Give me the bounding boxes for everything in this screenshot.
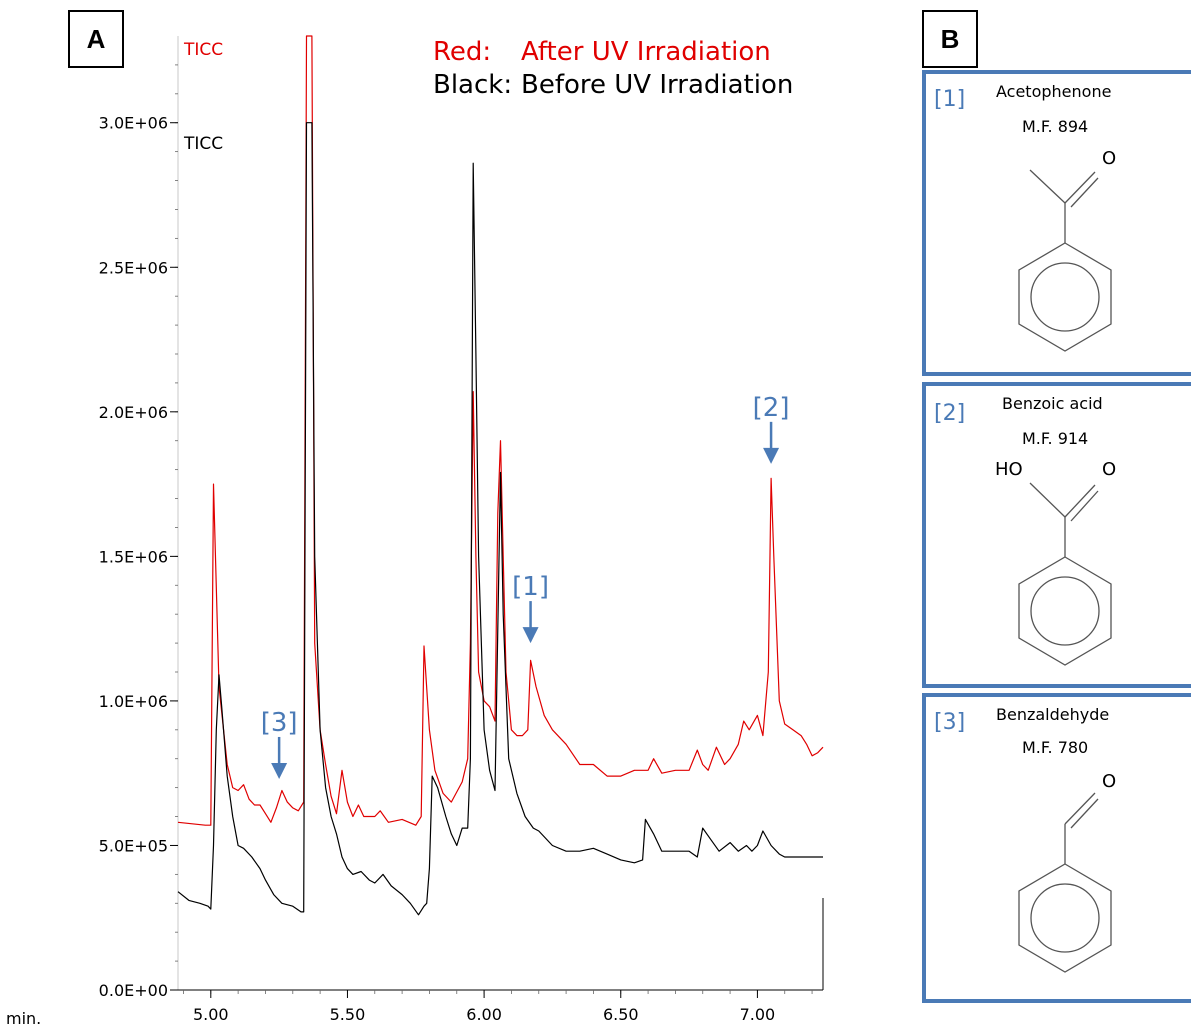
compound-2-name: Benzoic acid [1002, 394, 1103, 413]
annotation-label: [2] [753, 393, 790, 423]
trace-label-black: TICC [184, 134, 224, 154]
compound-card-2 [922, 382, 1191, 688]
compound-3-mf: M.F. 780 [1022, 738, 1089, 757]
benzene-ring [1018, 556, 1112, 666]
legend: Red: After UV Irradiation Black: Before UV… [433, 36, 793, 102]
compound-1-label: [1] [934, 87, 966, 112]
y-tick-label: 5.0E+05 [99, 836, 168, 855]
legend-red-key: Red: [433, 37, 492, 67]
legend-black-text: Before UV Irradiation [521, 70, 794, 100]
legend-red: Red: After UV Irradiation [433, 36, 793, 69]
benzene-ring [1018, 863, 1112, 973]
compound-3-label: [3] [934, 710, 966, 735]
legend-red-text: After UV Irradiation [521, 37, 771, 67]
annotation-arrowhead [763, 447, 780, 464]
compound-1-mf: M.F. 894 [1022, 117, 1089, 136]
aromatic-circle [1030, 262, 1100, 332]
compound-card-1 [922, 70, 1191, 376]
benzaldehyde-structure: O [1018, 771, 1116, 973]
compound-1-name: Acetophenone [996, 82, 1112, 101]
benzene-ring [1018, 242, 1112, 352]
y-tick-label: 1.0E+06 [99, 692, 168, 711]
benzoic-acid-structure: HO O [995, 459, 1116, 666]
hydroxyl-group: HO [995, 459, 1023, 480]
panel-b-label: B [922, 10, 978, 68]
legend-black-key: Black: [433, 70, 513, 100]
compound-2-label: [2] [934, 401, 966, 426]
x-tick-label: 7.00 [740, 1005, 776, 1024]
x-tick-label: 6.50 [603, 1005, 639, 1024]
annotation-arrowhead [271, 762, 288, 779]
aromatic-circle [1030, 883, 1100, 953]
y-tick-label: 1.5E+06 [99, 547, 168, 566]
x-tick-label: 5.50 [330, 1005, 366, 1024]
annotation-label: [1] [512, 572, 549, 602]
annotation-label: [3] [261, 708, 298, 738]
aromatic-circle [1030, 576, 1100, 646]
carbonyl-oxygen: O [1102, 771, 1116, 792]
trace-label-red: TICC [184, 40, 224, 60]
y-tick-label: 0.0E+00 [99, 981, 168, 1000]
carbonyl-oxygen: O [1102, 459, 1116, 480]
series-line-red [177, 35, 824, 826]
panel-a-label: A [68, 10, 124, 68]
acetophenone-structure: O [1018, 148, 1116, 352]
annotation-arrowhead [522, 627, 539, 644]
legend-black: Black: Before UV Irradiation [433, 69, 793, 102]
carbonyl-oxygen: O [1102, 148, 1116, 169]
x-axis-label: min. [6, 1009, 41, 1025]
compound-3-name: Benzaldehyde [996, 705, 1110, 724]
y-tick-label: 3.0E+06 [99, 114, 168, 133]
x-tick-label: 6.00 [466, 1005, 502, 1024]
series-line-black [177, 122, 823, 916]
y-tick-label: 2.0E+06 [99, 403, 168, 422]
compound-2-mf: M.F. 914 [1022, 429, 1089, 448]
x-tick-label: 5.00 [193, 1005, 229, 1024]
y-tick-label: 2.5E+06 [99, 258, 168, 277]
